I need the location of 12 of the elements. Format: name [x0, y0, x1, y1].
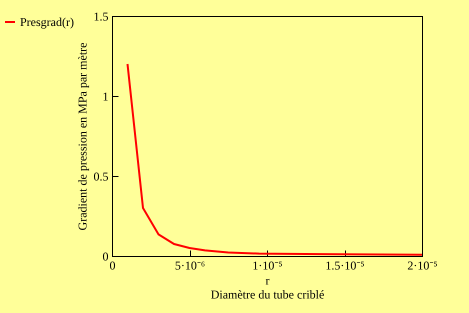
x-tick-label: 5·10⁻⁶ [174, 258, 206, 272]
x-axis-title: r Diamètre du tube criblé [210, 274, 324, 302]
line-series [126, 63, 423, 256]
y-tick-label: 1 [102, 90, 108, 104]
x-tick-label: 2·10⁻⁵ [407, 258, 438, 272]
x-tick-label: 1.5·10⁻⁵ [325, 258, 365, 272]
y-tick-label: 1.5 [94, 10, 108, 24]
y-tick-label: 0.5 [94, 170, 108, 184]
y-tick-label: 0 [102, 250, 108, 264]
legend-label: Presgrad(r) [20, 15, 74, 29]
x-tick-label: 1·10⁻⁵ [252, 258, 283, 272]
y-axis-title: Gradient de pression en MPa par mètre [76, 42, 90, 230]
